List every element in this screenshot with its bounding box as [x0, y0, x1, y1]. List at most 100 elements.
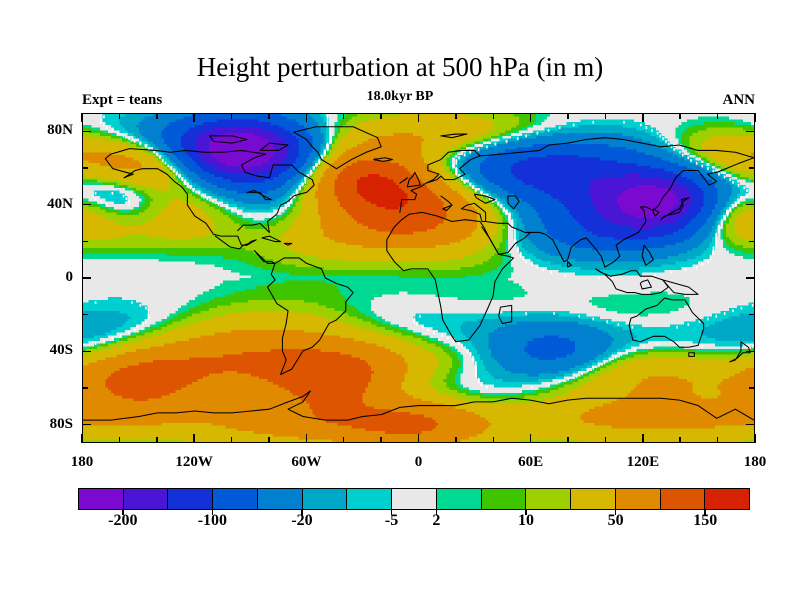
axis-tick — [156, 437, 158, 443]
x-axis-label: 180 — [70, 454, 94, 470]
colorbar[interactable] — [78, 488, 750, 510]
colorbar-segment[interactable] — [347, 489, 393, 509]
colorbar-segment[interactable] — [392, 489, 437, 509]
axis-tick — [529, 434, 532, 443]
axis-tick — [455, 437, 457, 443]
axis-tick — [746, 423, 755, 426]
y-axis-label: 40N — [47, 195, 73, 212]
axis-tick — [492, 437, 495, 443]
axis-tick — [82, 203, 91, 206]
x-axis-label: 0 — [414, 454, 423, 470]
colorbar-segment[interactable] — [481, 489, 527, 509]
colorbar-segment[interactable] — [526, 489, 572, 509]
axis-tick — [754, 113, 756, 122]
axis-tick — [716, 437, 719, 443]
colorbar-label: -200 — [108, 512, 138, 529]
x-axis-label: 120W — [175, 454, 213, 470]
axis-tick — [380, 113, 382, 119]
colorbar-label: 10 — [518, 512, 534, 529]
colorbar-tick — [704, 510, 706, 515]
axis-tick — [156, 113, 158, 119]
colorbar-tick — [525, 510, 527, 515]
axis-tick — [193, 434, 195, 443]
contour-map — [83, 114, 754, 442]
contour-fills — [83, 114, 754, 442]
axis-tick — [81, 113, 83, 122]
axis-tick — [193, 113, 195, 122]
axis-tick — [230, 437, 233, 443]
axis-tick — [679, 113, 681, 119]
coastlines — [83, 126, 754, 421]
axis-tick — [82, 423, 91, 426]
axis-tick — [380, 437, 382, 443]
colorbar-tick — [301, 510, 303, 515]
axis-tick — [749, 387, 755, 389]
colorbar-segment[interactable] — [257, 489, 303, 509]
axis-tick — [118, 113, 121, 119]
experiment-label: Expt = teans — [82, 92, 163, 108]
axis-tick — [642, 113, 644, 122]
x-axis-label: 180 — [743, 454, 767, 470]
axis-tick — [417, 113, 420, 122]
colorbar-label: 50 — [607, 512, 624, 529]
axis-tick — [118, 437, 121, 443]
axis-tick — [642, 434, 644, 443]
colorbar-label: 2 — [432, 512, 441, 529]
colorbar-segment[interactable] — [660, 489, 706, 509]
axis-tick — [746, 130, 755, 133]
axis-tick — [749, 167, 755, 169]
colorbar-segment[interactable] — [615, 489, 661, 509]
x-axis-label: 60E — [518, 454, 544, 470]
axis-tick — [82, 387, 88, 389]
axis-tick — [268, 437, 270, 443]
subtitle-label: 18.0kyr BP — [366, 89, 434, 104]
colorbar-segment[interactable] — [436, 489, 482, 509]
axis-tick — [305, 113, 308, 122]
colorbar-segment[interactable] — [705, 489, 750, 509]
axis-tick — [529, 113, 532, 122]
axis-tick — [82, 350, 91, 353]
colorbar-label: -20 — [291, 512, 313, 529]
axis-tick — [82, 130, 91, 133]
y-axis-label: 80N — [47, 122, 73, 139]
colorbar-tick — [122, 510, 124, 515]
colorbar-segment[interactable] — [302, 489, 348, 509]
axis-tick — [754, 434, 756, 443]
y-axis-label: 40S — [49, 342, 73, 359]
axis-tick — [305, 434, 308, 443]
axis-tick — [679, 437, 681, 443]
y-axis-label: 80S — [49, 415, 73, 432]
colorbar-segment[interactable] — [123, 489, 169, 509]
colorbar-segment[interactable] — [213, 489, 258, 509]
axis-tick — [604, 113, 607, 119]
axis-tick — [746, 203, 755, 206]
map-plot-area[interactable] — [82, 113, 755, 443]
axis-tick — [749, 240, 755, 243]
axis-tick — [567, 113, 569, 119]
colorbar-label: -100 — [197, 512, 228, 529]
colorbar-segment[interactable] — [79, 489, 124, 509]
colorbar-segment[interactable] — [571, 489, 616, 509]
axis-tick — [567, 437, 569, 443]
axis-tick — [749, 313, 755, 316]
axis-tick — [342, 437, 345, 443]
axis-tick — [746, 350, 755, 353]
colorbar-label: -5 — [384, 512, 399, 529]
colorbar-tick — [211, 510, 214, 515]
axis-tick — [455, 113, 457, 119]
y-axis-label: 0 — [65, 269, 74, 285]
colorbar-segment[interactable] — [168, 489, 214, 509]
x-axis-label: 120E — [626, 454, 660, 470]
colorbar-tick — [435, 510, 438, 515]
axis-tick — [82, 313, 88, 316]
axis-tick — [604, 437, 607, 443]
x-axis-label: 60W — [291, 454, 322, 470]
axis-tick — [417, 434, 420, 443]
page-title: Height perturbation at 500 hPa (in m) — [196, 52, 604, 82]
axis-tick — [81, 434, 83, 443]
colorbar-label: 150 — [693, 512, 718, 529]
axis-tick — [82, 277, 91, 279]
colorbar-tick — [614, 510, 617, 515]
axis-tick — [82, 240, 88, 243]
